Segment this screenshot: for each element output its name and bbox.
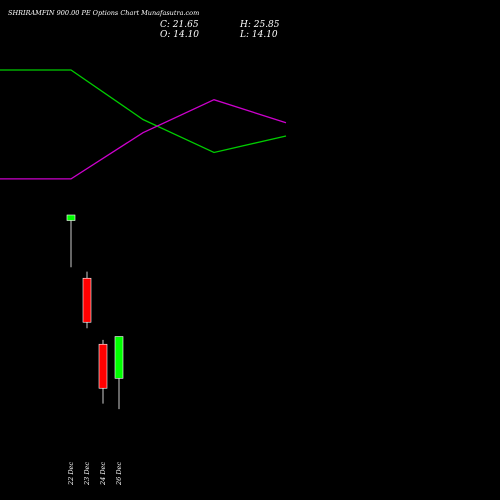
candle-26-dec <box>114 336 124 410</box>
x-axis-ticks: 22 Dec 23 Dec 24 Dec 26 Dec <box>67 462 123 486</box>
indicator-line-1 <box>0 69 287 154</box>
indicator-lines <box>0 69 287 180</box>
candle-24-dec <box>98 339 108 404</box>
chart-title: SHRIRAMFIN 900.00 PE Options Chart Munaf… <box>8 9 200 17</box>
indicator-line-2 <box>0 99 287 180</box>
candle-body <box>114 336 124 379</box>
candles <box>66 214 124 410</box>
low-value: L: 14.10 <box>240 30 278 40</box>
candle-body <box>66 214 76 221</box>
candle-body <box>98 343 108 389</box>
candle-23-dec <box>82 271 92 329</box>
x-tick-label: 26 Dec <box>115 462 123 486</box>
open-value: O: 14.10 <box>160 30 200 40</box>
high-value: H: 25.85 <box>240 20 280 30</box>
candle-22-dec <box>66 214 76 268</box>
x-tick-label: 22 Dec <box>67 462 75 486</box>
x-tick-label: 23 Dec <box>83 462 91 486</box>
close-value: C: 21.65 <box>160 20 199 30</box>
x-tick-label: 24 Dec <box>99 462 107 486</box>
candle-body <box>82 277 92 323</box>
